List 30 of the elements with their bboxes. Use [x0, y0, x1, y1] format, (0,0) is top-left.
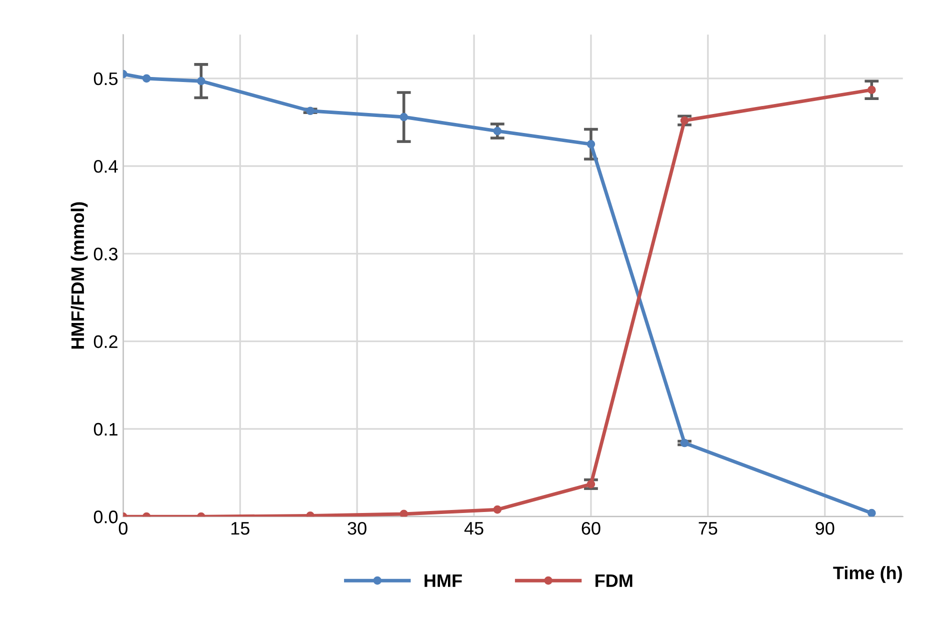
point [586, 140, 596, 148]
point [400, 510, 408, 517]
x-tick-label: 45 [464, 522, 484, 535]
y-tick-label: 0.3 [94, 248, 118, 260]
y-tick-label: 0.4 [94, 160, 118, 173]
y-axis-title: HMF/FDM (mmol) [70, 202, 88, 349]
point [680, 438, 689, 448]
x-tick-label: 30 [348, 522, 366, 535]
x-tick-label: 15 [231, 522, 250, 535]
x-axis-title: Time (h) [833, 566, 902, 583]
point [867, 508, 876, 517]
point [493, 505, 502, 514]
x-tick-label: 60 [582, 522, 600, 535]
point [400, 112, 408, 122]
x-tick-label: 75 [698, 522, 718, 535]
x-tick-label: 0 [118, 522, 128, 535]
legend-label: HMF [424, 574, 462, 587]
point [867, 86, 876, 94]
point [196, 76, 206, 86]
y-tick-label: 0.5 [94, 72, 118, 86]
point [586, 480, 596, 488]
y-tick-label: 0.2 [94, 335, 118, 348]
point [142, 74, 151, 83]
point [493, 126, 502, 136]
x-tick-label: 90 [816, 522, 834, 535]
point [680, 116, 689, 125]
y-tick-label: 0.1 [94, 422, 118, 436]
legend-label: FDM [596, 574, 632, 587]
y-tick-label: 0.0 [94, 510, 118, 524]
point [306, 106, 314, 116]
